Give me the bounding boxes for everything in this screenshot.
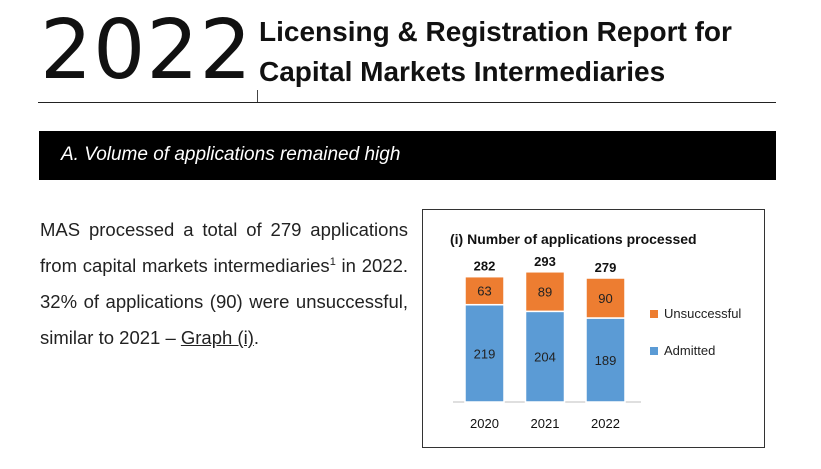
header-separator (257, 90, 258, 102)
paragraph-text-continued: in 2022. 32% of applications (90) were u… (40, 255, 408, 348)
chart-title: (i) Number of applications processed (450, 231, 697, 247)
data-label-unsuccessful-2020: 63 (477, 284, 491, 299)
graph-reference-link[interactable]: Graph (i) (180, 327, 254, 348)
data-label-admitted-2022: 189 (595, 353, 617, 368)
paragraph-text: MAS processed a total of 279 application… (40, 219, 408, 276)
section-heading: A. Volume of applications remained high (61, 144, 401, 165)
legend-swatch-unsuccessful (650, 310, 658, 318)
report-title-line-1: Licensing & Registration Report for (259, 16, 732, 47)
data-label-unsuccessful-2022: 90 (598, 291, 612, 306)
legend-swatch-admitted (650, 347, 658, 355)
chart-bars: 219 63 282 2020 204 89 293 2021 189 90 279 2022 (464, 254, 626, 431)
applications-chart: (i) Number of applications processed 219… (422, 209, 765, 448)
bar-unsuccessful-2020 (464, 275, 505, 306)
total-label-2022: 279 (595, 260, 617, 275)
footnote-marker[interactable]: 1 (329, 256, 336, 268)
legend-label-unsuccessful: Unsuccessful (664, 306, 741, 321)
report-title: Licensing & Registration Report for Capi… (259, 12, 779, 92)
data-label-admitted-2021: 204 (534, 350, 556, 365)
x-tick-2022: 2022 (591, 416, 620, 431)
section-banner: A. Volume of applications remained high (39, 131, 776, 180)
data-label-admitted-2020: 219 (474, 346, 496, 361)
bar-admitted-2021 (524, 310, 566, 403)
data-label-unsuccessful-2021: 89 (538, 285, 552, 300)
header-rule (38, 102, 776, 103)
report-year: 2022 (40, 3, 253, 98)
chart-canvas: (i) Number of applications processed 219… (450, 231, 741, 431)
total-label-2020: 282 (474, 259, 496, 274)
x-tick-2020: 2020 (470, 416, 499, 431)
x-tick-2021: 2021 (531, 416, 560, 431)
bar-unsuccessful-2021 (524, 271, 566, 313)
report-title-line-2: Capital Markets Intermediaries (259, 56, 666, 87)
chart-legend: Unsuccessful Admitted (650, 306, 741, 358)
bar-admitted-2022 (585, 317, 626, 403)
legend-label-admitted: Admitted (664, 343, 715, 358)
bar-unsuccessful-2022 (585, 277, 626, 319)
total-label-2021: 293 (534, 254, 556, 269)
summary-paragraph: MAS processed a total of 279 application… (40, 212, 408, 356)
paragraph-ending: . (253, 327, 260, 348)
